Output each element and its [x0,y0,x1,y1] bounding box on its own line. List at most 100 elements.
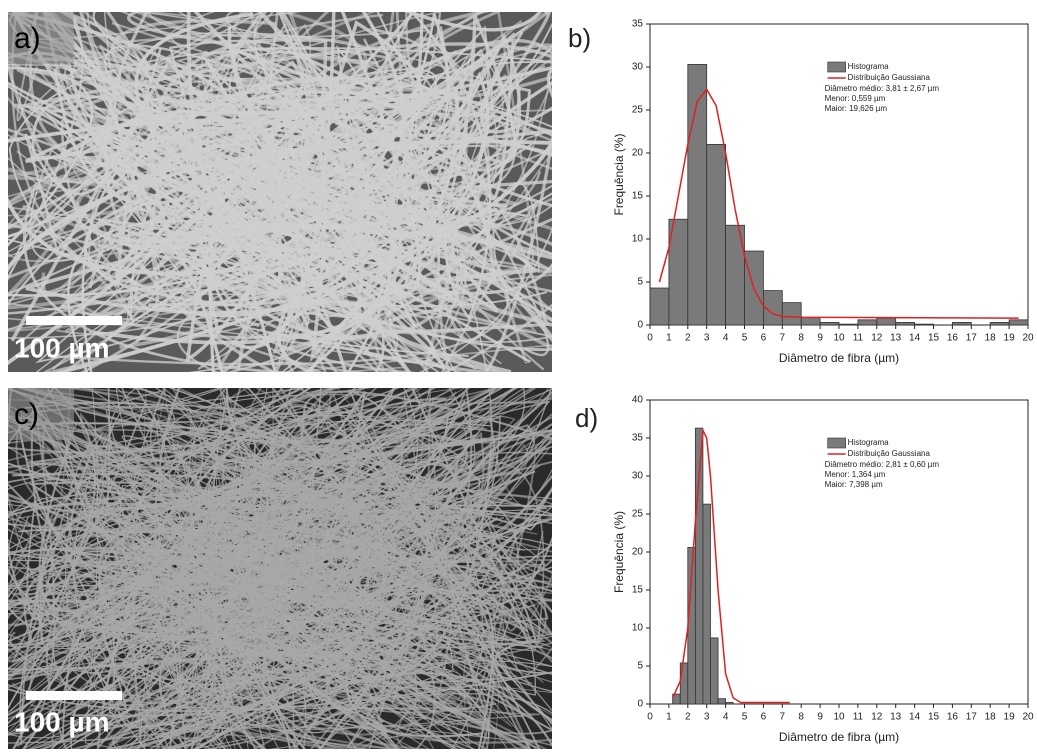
fiber [257,12,552,372]
x-tick-label: 7 [780,712,786,723]
x-tick-label: 6 [761,712,767,723]
x-tick-label: 11 [853,333,864,344]
fiber [19,388,507,745]
legend-label: Histograma [848,62,889,71]
bar [1008,319,1029,326]
label-box [8,388,74,440]
bar [895,322,916,326]
x-tick-label: 4 [723,333,729,344]
fiber [79,419,492,734]
fiber [98,12,552,227]
annotation: Diâmetro médio: 3,81 ± 2,67 µm [825,84,940,93]
fiber [116,443,400,749]
fiber [100,415,552,685]
gaussian-line [671,427,790,704]
fiber [8,388,367,717]
fiber [127,388,552,658]
fiber [202,388,552,700]
bar [717,698,726,705]
fiber [51,416,449,564]
x-tick-label: 18 [985,712,997,723]
gaussian-line [658,88,1019,319]
fiber [26,398,458,692]
scale-bar [26,691,122,700]
y-tick-label: 20 [632,547,644,558]
fiber [35,12,433,364]
bar [702,503,711,705]
x-tick-label: 9 [817,333,823,344]
fiber [227,12,422,350]
fiber [187,517,552,727]
fiber [64,22,477,371]
fiber [107,510,387,749]
y-tick-label: 15 [632,585,644,596]
x-tick-label: 13 [890,712,902,723]
y-tick-label: 10 [632,234,644,245]
bar [952,322,972,326]
x-axis-label: Diâmetro de fibra (µm) [779,351,899,365]
fiber [130,424,536,749]
fiber [122,388,498,657]
fiber [105,409,480,749]
annotation: Menor: 0,559 µm [825,94,886,103]
fiber [8,497,251,737]
x-tick-label: 0 [647,712,653,723]
x-tick-label: 1 [666,333,672,344]
fiber [59,110,282,285]
fiber [8,388,299,749]
fiber [77,81,552,327]
fiber [99,397,552,749]
fiber [106,52,552,194]
x-tick-label: 5 [742,712,748,723]
fiber [8,388,287,644]
bar [989,322,1010,326]
bar [914,323,934,326]
bar [781,302,802,326]
bar [819,322,840,326]
y-tick-label: 0 [637,320,643,331]
x-tick-label: 5 [742,333,748,344]
scale-label: 100 µm [14,332,110,363]
label-box [8,12,74,64]
panel-label: b) [568,23,591,53]
x-tick-label: 13 [890,333,902,344]
x-tick-label: 12 [871,333,883,344]
fibers [8,388,552,749]
scale-label: 100 µm [14,706,110,737]
y-tick-label: 5 [637,661,643,672]
fiber [107,100,415,372]
annotation: Maior: 7,398 µm [825,480,883,489]
x-tick-label: 15 [928,712,940,723]
fiber [8,88,427,280]
annotation: Menor: 1,364 µm [825,470,886,479]
fiber [24,47,552,256]
fiber [8,515,552,675]
bar [838,323,859,326]
fiber [219,388,542,581]
x-tick-label: 17 [966,333,978,344]
fiber [138,388,476,730]
x-tick-label: 3 [704,333,710,344]
fiber [38,397,468,613]
x-tick-label: 16 [947,712,959,723]
x-tick-label: 20 [1022,712,1034,723]
x-tick-label: 11 [853,712,864,723]
x-tick-label: 10 [833,333,845,344]
y-tick-label: 30 [632,62,644,73]
fiber [223,673,541,749]
y-tick-label: 35 [632,19,644,30]
fiber [104,12,551,372]
annotation: Diâmetro médio: 2,81 ± 0,60 µm [825,460,940,469]
fiber [13,495,489,691]
fiber [58,12,331,372]
x-tick-label: 17 [966,712,978,723]
x-axis-label: Diâmetro de fibra (µm) [779,730,899,744]
bar [876,317,897,326]
scale-bar [26,316,122,325]
fiber [154,388,552,656]
x-tick-label: 16 [947,333,959,344]
y-tick-label: 20 [632,148,644,159]
y-tick-label: 0 [637,699,643,710]
fiber [269,496,501,638]
